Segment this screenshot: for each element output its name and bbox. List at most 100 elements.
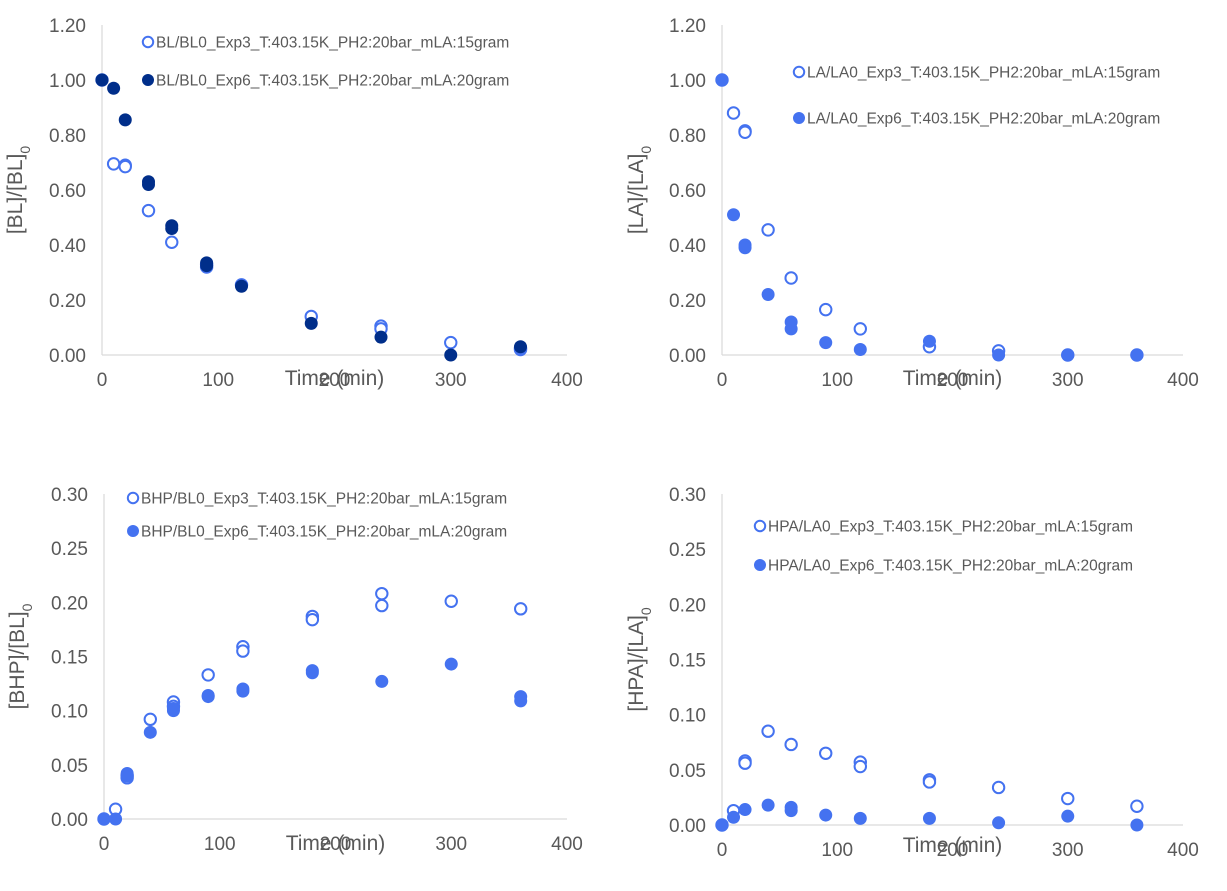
data-point-series-1 bbox=[1130, 799, 1144, 813]
data-point-series-2 bbox=[95, 73, 109, 87]
data-point-series-2 bbox=[1061, 348, 1075, 362]
data-point-series-1 bbox=[853, 759, 867, 774]
data-point-series-2 bbox=[784, 322, 798, 336]
legend-marker bbox=[793, 112, 805, 124]
data-point-series-1 bbox=[375, 586, 389, 601]
chart-bhp-ratio: 0.00 0.05 0.10 0.15 0.20 0.25 0.30 0 100 200 300 40… bbox=[6, 485, 583, 855]
y-tick-label: 0.30 bbox=[669, 485, 706, 506]
data-point-series-1 bbox=[305, 612, 320, 627]
data-point-series-1 bbox=[784, 271, 798, 285]
data-point-series-2 bbox=[444, 348, 458, 362]
data-point-series-2 bbox=[761, 798, 775, 812]
data-point-series-2 bbox=[727, 810, 741, 824]
y-tick-label: 0.20 bbox=[669, 595, 706, 616]
data-point-series-2 bbox=[142, 178, 155, 191]
y-tick-label: 1.00 bbox=[49, 71, 86, 92]
data-point-series-2 bbox=[107, 81, 121, 95]
data-point-series-1 bbox=[922, 775, 937, 789]
y-axis-title: [BHP]/[BL]0 bbox=[6, 603, 35, 709]
y-tick-label: 0.40 bbox=[669, 236, 706, 257]
y-tick-label: 0.15 bbox=[51, 648, 88, 669]
y-axis-title: [BL]/[BL]0 bbox=[4, 146, 33, 235]
data-point-series-2 bbox=[853, 811, 867, 825]
data-point-series-1 bbox=[761, 223, 775, 237]
x-tick-label: 400 bbox=[551, 370, 583, 391]
y-tick-label: 1.20 bbox=[669, 16, 706, 37]
data-point-series-2 bbox=[304, 316, 318, 330]
data-point-series-2 bbox=[715, 73, 729, 87]
data-point-series-1 bbox=[514, 602, 528, 616]
x-tick-label: 0 bbox=[717, 370, 728, 391]
x-tick-label: 0 bbox=[717, 840, 728, 861]
x-tick-label: 200 bbox=[320, 834, 352, 855]
y-tick-label: 1.00 bbox=[669, 71, 706, 92]
data-point-series-2 bbox=[109, 812, 123, 826]
legend-marker bbox=[792, 65, 806, 79]
data-point-series-1 bbox=[141, 203, 156, 218]
y-tick-label: 1.20 bbox=[49, 16, 86, 37]
data-point-series-1 bbox=[201, 668, 215, 682]
data-point-series-2 bbox=[1130, 348, 1144, 362]
data-point-series-1 bbox=[738, 756, 752, 770]
x-tick-label: 200 bbox=[937, 840, 969, 861]
y-tick-label: 0.25 bbox=[51, 539, 88, 560]
data-point-series-1 bbox=[853, 322, 867, 336]
legend-entry: LA/LA0_Exp6_T:403.15K_PH2:20bar_mLA:20gr… bbox=[807, 111, 1160, 128]
y-tick-label: 0.20 bbox=[669, 291, 706, 312]
data-point-series-2 bbox=[922, 811, 936, 825]
data-point-series-1 bbox=[819, 302, 833, 317]
x-tick-label: 400 bbox=[1167, 840, 1199, 861]
data-point-series-2 bbox=[715, 818, 729, 832]
data-point-series-1 bbox=[444, 335, 458, 350]
x-tick-label: 300 bbox=[1052, 840, 1084, 861]
x-tick-label: 100 bbox=[204, 834, 236, 855]
y-tick-label: 0.20 bbox=[51, 593, 88, 614]
data-point-series-2 bbox=[819, 336, 833, 350]
data-point-series-2 bbox=[118, 113, 132, 127]
data-point-series-1 bbox=[444, 594, 458, 608]
data-point-series-1 bbox=[761, 724, 775, 738]
x-tick-label: 0 bbox=[99, 834, 110, 855]
x-tick-label: 100 bbox=[821, 840, 853, 861]
data-point-series-2 bbox=[200, 259, 214, 273]
x-tick-label: 300 bbox=[435, 834, 467, 855]
legend-marker bbox=[141, 35, 155, 49]
y-tick-label: 0.05 bbox=[669, 761, 706, 782]
chart-la-ratio: 0.00 0.20 0.40 0.60 0.80 1.00 1.20 0 100 200 300 40… bbox=[625, 16, 1199, 391]
data-point-series-1 bbox=[819, 746, 833, 760]
x-tick-label: 200 bbox=[319, 370, 351, 391]
data-point-series-2 bbox=[305, 666, 319, 680]
y-tick-label: 0.05 bbox=[51, 756, 88, 777]
x-tick-label: 0 bbox=[97, 370, 108, 391]
data-point-series-2 bbox=[374, 330, 388, 344]
x-axis-title: Time (min) bbox=[285, 367, 385, 390]
y-tick-label: 0.10 bbox=[51, 702, 88, 723]
data-point-series-2 bbox=[514, 340, 527, 354]
data-point-series-2 bbox=[514, 694, 528, 708]
x-tick-label: 100 bbox=[202, 370, 234, 391]
data-point-series-2 bbox=[819, 808, 833, 822]
legend-entry: BHP/BL0_Exp3_T:403.15K_PH2:20bar_mLA:15g… bbox=[141, 491, 507, 508]
data-point-series-2 bbox=[166, 702, 180, 715]
data-point-series-1 bbox=[991, 780, 1006, 795]
data-point-series-2 bbox=[120, 769, 134, 783]
y-axis-title: [HPA]/[LA]0 bbox=[625, 607, 654, 711]
x-tick-label: 200 bbox=[937, 370, 969, 391]
y-tick-label: 0.80 bbox=[669, 126, 706, 147]
legend-entry: LA/LA0_Exp3_T:403.15K_PH2:20bar_mLA:15gr… bbox=[807, 65, 1160, 82]
data-point-series-2 bbox=[738, 241, 752, 255]
legend-entry: BL/BL0_Exp3_T:403.15K_PH2:20bar_mLA:15gr… bbox=[156, 35, 509, 52]
x-tick-label: 100 bbox=[821, 370, 853, 391]
legend-marker bbox=[754, 559, 766, 571]
x-axis-title: Time (min) bbox=[903, 834, 1003, 857]
legend-entry: BHP/BL0_Exp6_T:403.15K_PH2:20bar_mLA:20g… bbox=[141, 524, 507, 541]
data-point-series-1 bbox=[143, 712, 158, 727]
x-tick-label: 300 bbox=[1052, 370, 1084, 391]
data-point-series-2 bbox=[761, 288, 775, 301]
data-point-series-1 bbox=[106, 157, 121, 171]
legend-entry: BL/BL0_Exp6_T:403.15K_PH2:20bar_mLA:20gr… bbox=[156, 73, 509, 90]
data-point-series-2 bbox=[784, 804, 798, 818]
data-point-series-2 bbox=[1130, 818, 1144, 832]
data-point-series-1 bbox=[375, 598, 389, 613]
y-tick-label: 0.25 bbox=[669, 540, 706, 561]
